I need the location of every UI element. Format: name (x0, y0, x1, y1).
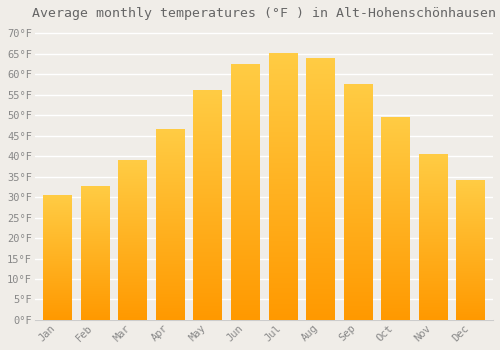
Title: Average monthly temperatures (°F ) in Alt-Hohenschönhausen: Average monthly temperatures (°F ) in Al… (32, 7, 496, 20)
